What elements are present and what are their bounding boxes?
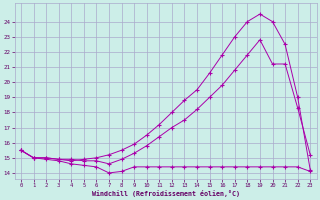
- X-axis label: Windchill (Refroidissement éolien,°C): Windchill (Refroidissement éolien,°C): [92, 190, 240, 197]
